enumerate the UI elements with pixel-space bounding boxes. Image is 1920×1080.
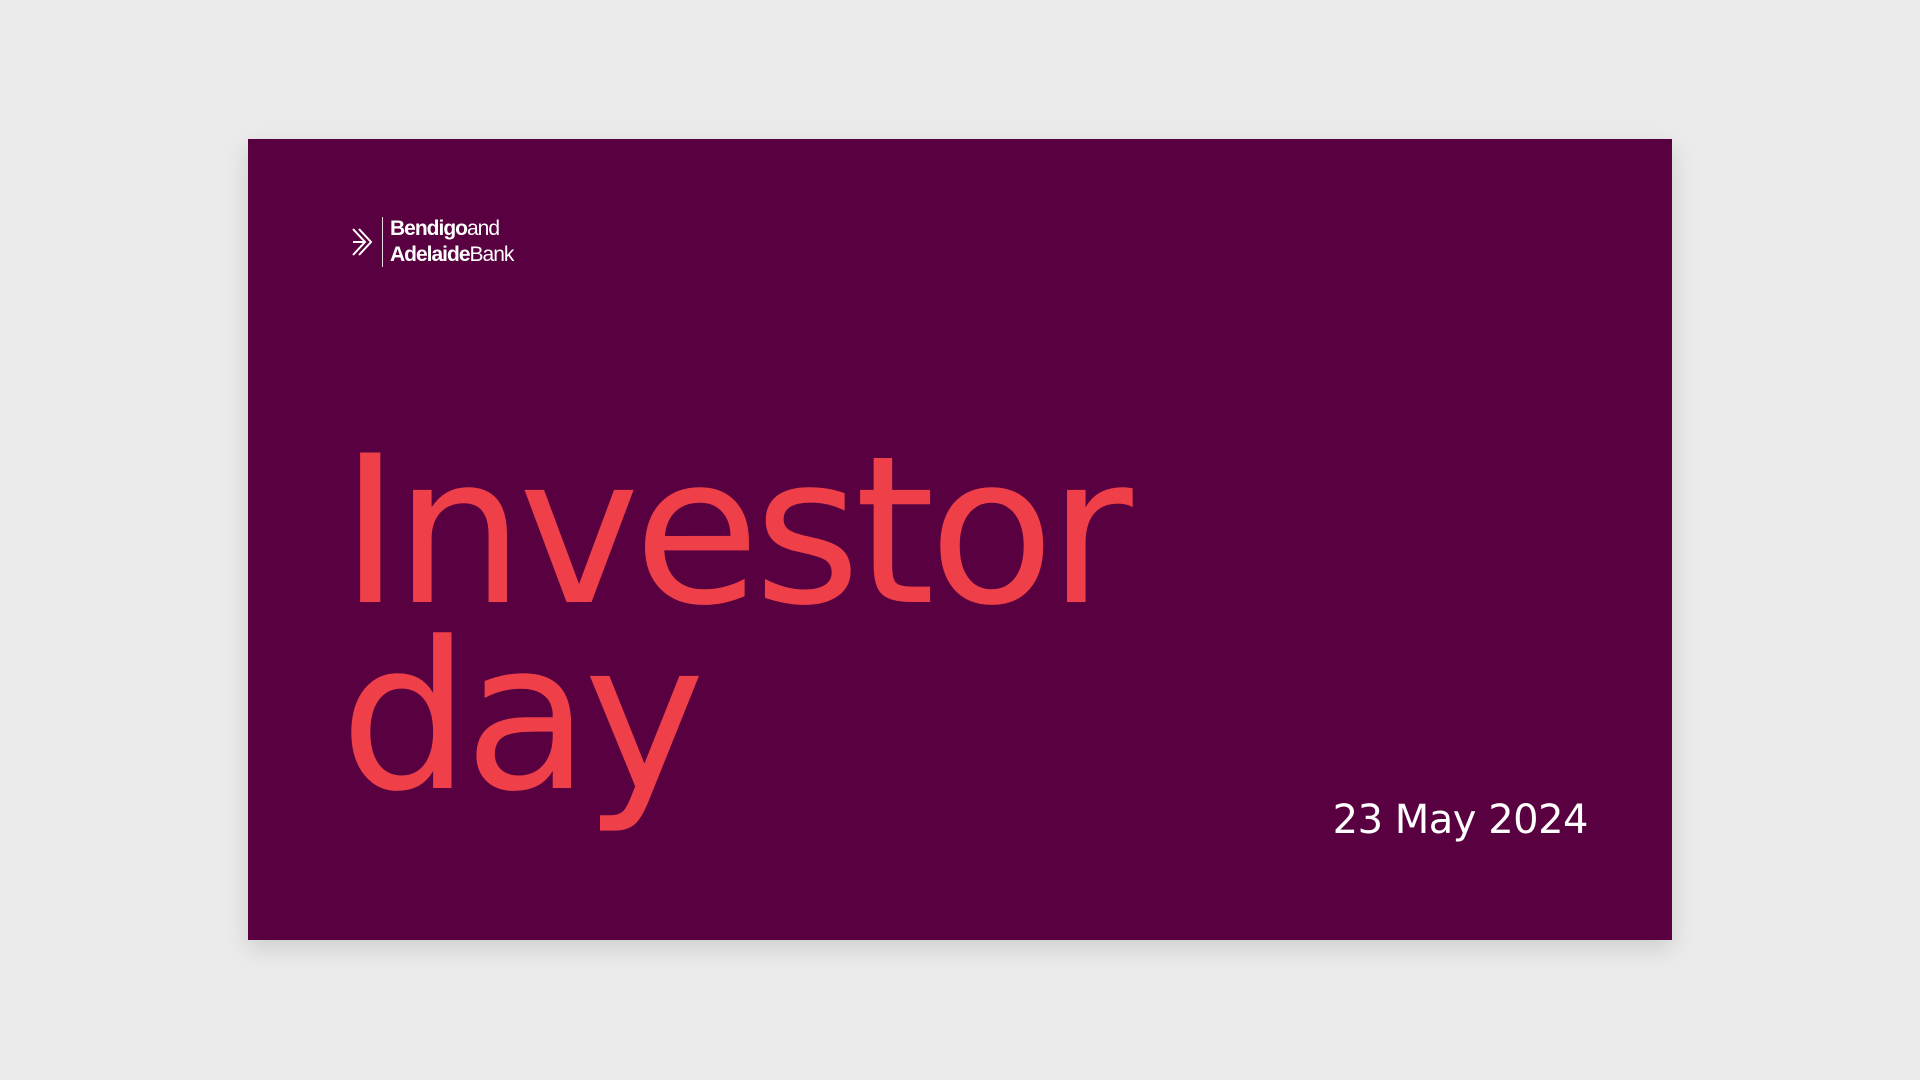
slide-title-line-1: Investor — [340, 413, 1133, 651]
chevron-arrows-logo-icon — [352, 228, 373, 256]
bendigo-adelaide-bank-logo: Bendigoand AdelaideBank — [350, 216, 515, 268]
title-slide: Bendigoand AdelaideBank Investor day 23 … — [248, 139, 1672, 940]
logo-divider — [382, 217, 383, 267]
logo-word-adelaide: Adelaide — [390, 243, 471, 266]
logo-word-bank: Bank — [469, 243, 515, 266]
logo-word-and: and — [467, 217, 500, 240]
logo-line-2: AdelaideBank — [390, 242, 515, 268]
logo-wordmark: Bendigoand AdelaideBank — [390, 216, 515, 268]
logo-word-bendigo: Bendigo — [390, 217, 468, 240]
event-date: 23 May 2024 — [1332, 797, 1589, 843]
logo-line-1: Bendigoand — [390, 216, 513, 242]
slide-title: Investor day — [340, 413, 1133, 837]
slide-title-line-2: day — [340, 599, 705, 837]
